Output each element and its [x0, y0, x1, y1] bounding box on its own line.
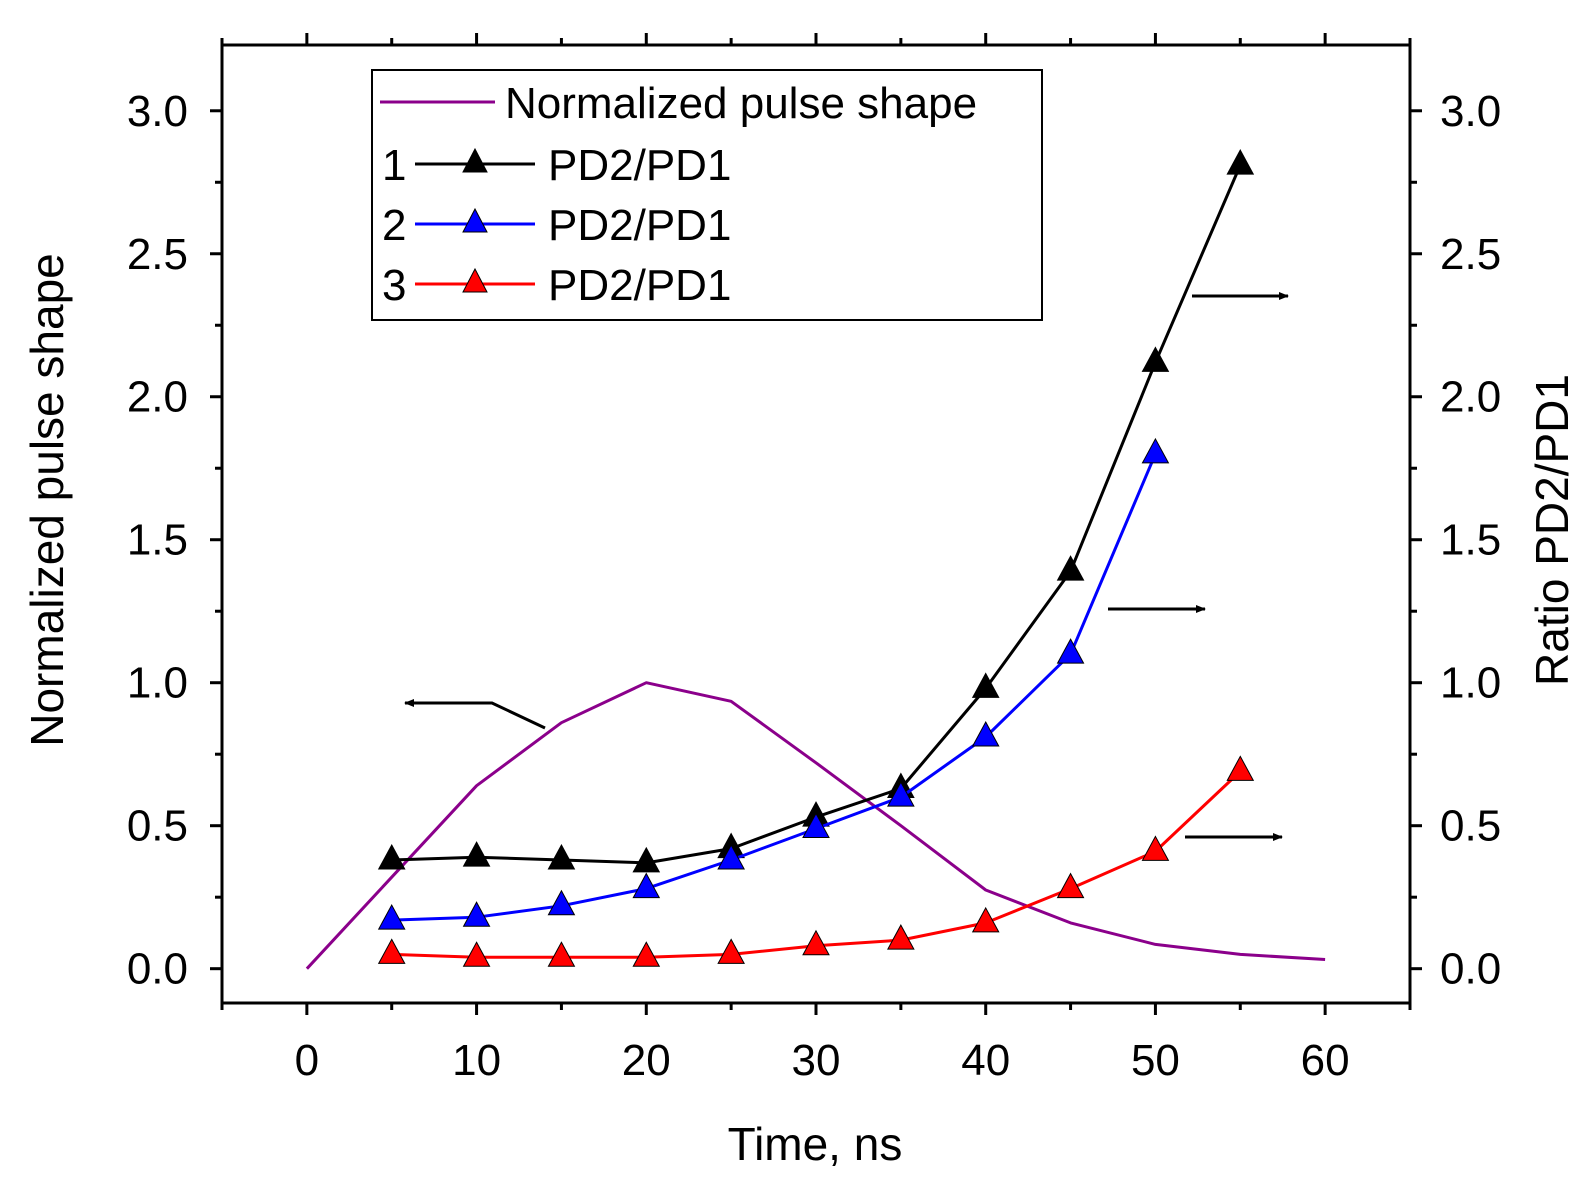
series-1-point [1226, 149, 1255, 175]
y2-tick-labels: 0.0 0.5 1.0 1.5 2.0 2.5 3.0 [1440, 87, 1501, 994]
series-3-point [547, 941, 576, 967]
series-3-point [462, 941, 491, 967]
series-2-point [802, 812, 830, 839]
x-tick-label: 20 [622, 1036, 671, 1085]
series-3-point [1141, 835, 1170, 861]
legend: Normalized pulse shape 1 PD2/PD1 2 PD2/P… [371, 69, 1043, 321]
series-3-point [1056, 872, 1085, 899]
series-2-point [1141, 437, 1170, 464]
series-2-point [717, 843, 745, 870]
series-3-point [802, 929, 830, 956]
series-layer [305, 149, 1326, 970]
legend-prefix-1: 1 [382, 141, 406, 190]
legend-prefix-2: 2 [382, 201, 406, 250]
y2-tick-label: 3.0 [1440, 87, 1501, 136]
series-line-3 [391, 770, 1242, 959]
series-2-point [971, 720, 1000, 747]
legend-label-2: PD2/PD1 [548, 201, 731, 250]
series-1-point [462, 841, 491, 867]
series-3-point [377, 938, 406, 964]
legend-label-1: PD2/PD1 [548, 141, 731, 190]
series-2-point [1056, 638, 1085, 664]
legend-label-3: PD2/PD1 [548, 261, 731, 310]
legend-prefix-3: 3 [382, 261, 406, 310]
series-3-point [887, 924, 915, 950]
series-2-point [462, 901, 491, 927]
series-2-point [632, 872, 661, 899]
annotation-arrows [404, 292, 1289, 841]
y2-tick-label: 0.5 [1440, 802, 1501, 851]
series-2-point [377, 904, 406, 930]
series-3-point [632, 941, 661, 967]
x-axis-title: Time, ns [728, 1118, 903, 1170]
axis-ticks [210, 33, 1422, 1015]
y2-tick-label: 1.5 [1440, 516, 1501, 565]
series-1-point [632, 846, 661, 873]
series-1-point [1056, 555, 1085, 581]
series-3-point [1226, 755, 1255, 781]
legend-box [371, 69, 1043, 321]
series-2-point [887, 781, 915, 807]
series-1-point [971, 672, 1000, 698]
y-tick-label: 0.5 [127, 802, 188, 851]
legend-marker-3 [462, 267, 488, 293]
y-tick-label: 2.5 [127, 230, 188, 279]
legend-label-pulse: Normalized pulse shape [505, 79, 977, 128]
legend-marker-2 [462, 207, 488, 233]
y2-axis-title: Ratio PD2/PD1 [1526, 374, 1578, 686]
y2-tick-label: 1.0 [1440, 659, 1501, 708]
x-tick-label: 60 [1301, 1036, 1350, 1085]
y-tick-label: 2.0 [127, 373, 188, 422]
x-tick-labels: 0 10 20 30 40 50 60 [295, 1036, 1350, 1085]
y-axis-title: Normalized pulse shape [21, 253, 73, 747]
x-tick-label: 50 [1131, 1036, 1180, 1085]
series-1-point [1141, 346, 1170, 372]
y-tick-labels: 0.0 0.5 1.0 1.5 2.0 2.5 3.0 [127, 87, 188, 994]
y-tick-label: 1.5 [127, 516, 188, 565]
series-3-point [971, 906, 1000, 933]
y2-tick-label: 2.0 [1440, 373, 1501, 422]
x-tick-label: 30 [792, 1036, 841, 1085]
legend-marker-1 [462, 147, 488, 173]
x-tick-label: 40 [961, 1036, 1010, 1085]
series-1-point [377, 843, 406, 870]
y2-tick-label: 2.5 [1440, 230, 1501, 279]
x-tick-label: 0 [295, 1036, 319, 1085]
arrow-pulse-left [404, 699, 546, 730]
y-tick-label: 0.0 [127, 945, 188, 994]
y2-tick-label: 0.0 [1440, 945, 1501, 994]
y-tick-label: 1.0 [127, 659, 188, 708]
series-line-2 [391, 453, 1157, 922]
series-line-0 [305, 681, 1326, 970]
series-1-point [547, 843, 576, 870]
y-tick-label: 3.0 [127, 87, 188, 136]
series-2-point [547, 889, 576, 916]
series-3-point [717, 938, 745, 964]
x-tick-label: 10 [452, 1036, 501, 1085]
